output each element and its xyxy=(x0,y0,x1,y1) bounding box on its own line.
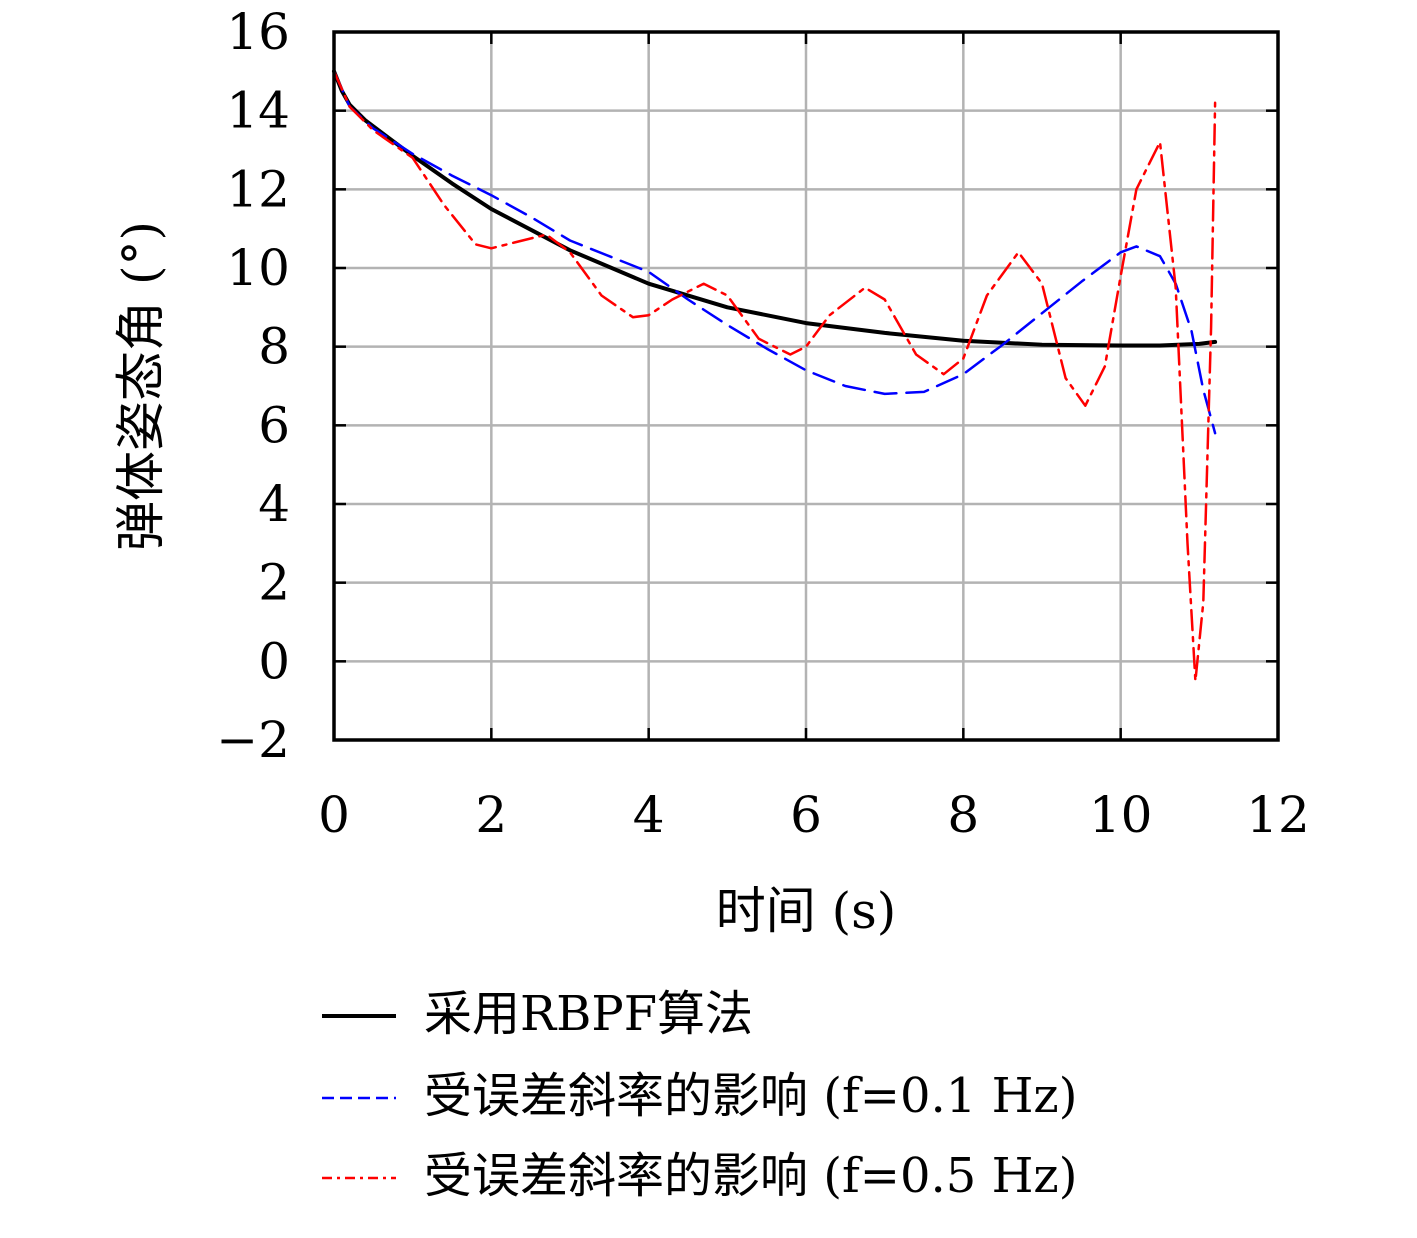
y-tick-label: 12 xyxy=(226,160,290,218)
x-tick-label: 2 xyxy=(475,786,507,844)
grid xyxy=(334,32,1278,740)
y-tick-label: 0 xyxy=(258,632,290,690)
ticks: 0 2 4 6 8 10 12 −2 0 2 4 6 8 10 12 14 16 xyxy=(216,3,1310,844)
x-tick-label: 4 xyxy=(633,786,665,844)
x-axis-title: 时间 (s) xyxy=(716,882,897,940)
y-axis-title: 弹体姿态角 (°) xyxy=(112,221,170,551)
legend-label-1: 采用RBPF算法 xyxy=(424,986,753,1042)
series-line-3 xyxy=(332,70,1217,683)
y-tick-label: 6 xyxy=(258,396,290,454)
y-tick-label: −2 xyxy=(216,711,290,769)
y-tick-label: 4 xyxy=(258,475,290,533)
x-tick-label: 12 xyxy=(1246,786,1310,844)
x-tick-label: 0 xyxy=(318,786,350,844)
legend-label-2: 受误差斜率的影响 (f=0.1 Hz) xyxy=(424,1068,1077,1124)
plot-series xyxy=(332,69,1218,683)
series-line-2 xyxy=(332,70,1217,435)
x-tick-label: 10 xyxy=(1089,786,1153,844)
y-tick-label: 10 xyxy=(226,239,290,297)
x-tick-label: 6 xyxy=(790,786,822,844)
y-tick-label: 16 xyxy=(226,3,290,61)
series-line-1 xyxy=(332,69,1218,348)
y-tick-label: 14 xyxy=(226,82,290,140)
x-tick-label: 8 xyxy=(947,786,979,844)
y-tick-label: 8 xyxy=(258,318,290,376)
y-tick-label: 2 xyxy=(258,554,290,612)
legend-label-3: 受误差斜率的影响 (f=0.5 Hz) xyxy=(424,1148,1077,1204)
